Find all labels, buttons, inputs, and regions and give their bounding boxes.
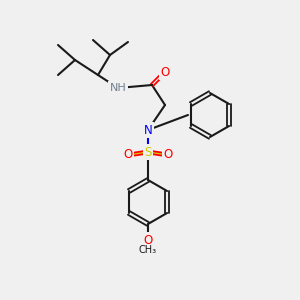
Text: S: S <box>144 146 152 158</box>
Text: O: O <box>143 233 153 247</box>
Text: CH₃: CH₃ <box>139 245 157 255</box>
Text: NH: NH <box>110 83 126 93</box>
Text: O: O <box>160 65 169 79</box>
Text: N: N <box>144 124 152 136</box>
Text: O: O <box>123 148 133 161</box>
Text: O: O <box>164 148 172 161</box>
